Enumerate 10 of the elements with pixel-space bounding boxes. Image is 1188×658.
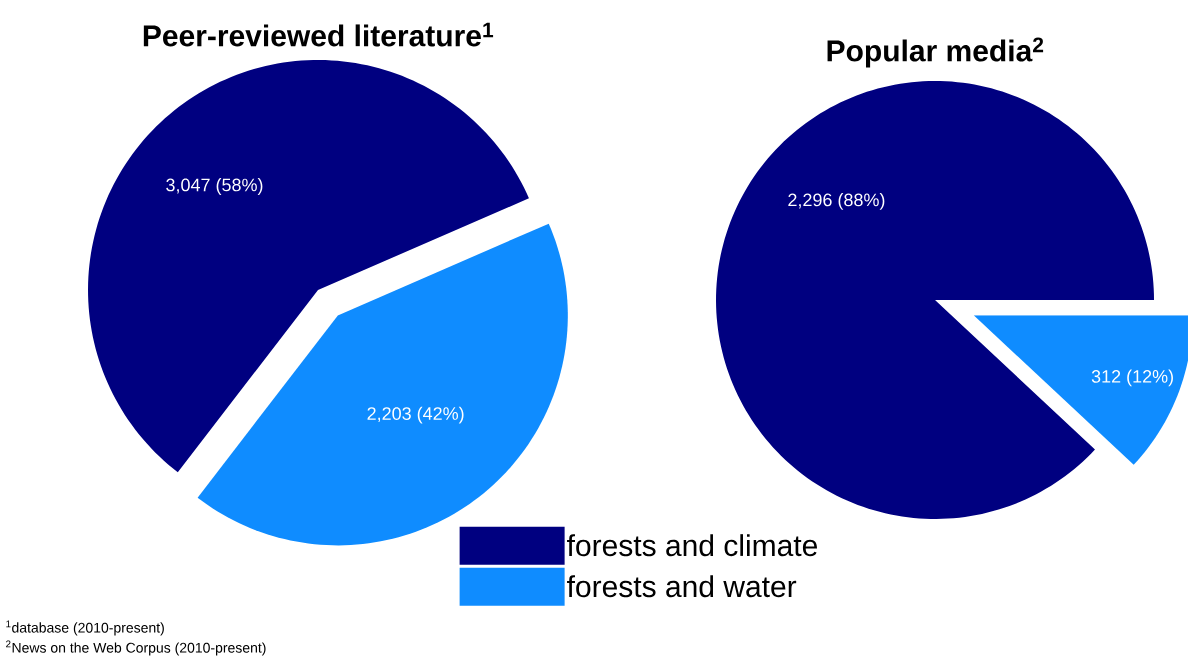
data-label: 312 (12%)	[1091, 369, 1173, 387]
text: $^{1}$database (2010-present)	[6, 620, 164, 636]
legend-label: forests and climate	[567, 534, 818, 557]
text: $^{2}$News on the Web Corpus (2010-present)	[6, 640, 266, 656]
data-label: 3,047 (58%)	[166, 178, 263, 195]
data-label: 2,296 (88%)	[788, 193, 885, 210]
legend-label: forests and water	[567, 575, 797, 598]
chart-title: Popular media$^{2}$	[827, 37, 1044, 68]
chart-title: Peer-reviewed literature$^{1}$	[143, 22, 494, 47]
data-label: 2,203 (42%)	[367, 406, 464, 424]
